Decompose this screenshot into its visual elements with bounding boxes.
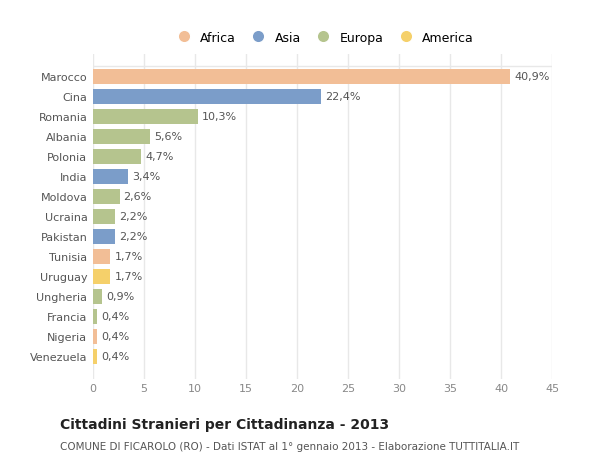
Bar [93,309,97,324]
Bar [93,349,97,364]
Text: 1,7%: 1,7% [115,272,143,282]
Bar [93,209,115,224]
Text: 3,4%: 3,4% [132,172,160,182]
Text: 1,7%: 1,7% [115,252,143,262]
Bar [93,169,128,185]
Text: COMUNE DI FICAROLO (RO) - Dati ISTAT al 1° gennaio 2013 - Elaborazione TUTTITALI: COMUNE DI FICAROLO (RO) - Dati ISTAT al … [60,441,519,451]
Bar [93,329,97,344]
Text: 2,6%: 2,6% [124,192,152,202]
Text: 40,9%: 40,9% [514,72,550,82]
Text: 0,4%: 0,4% [101,312,130,322]
Bar [93,70,510,85]
Text: 22,4%: 22,4% [326,92,361,102]
Text: 2,2%: 2,2% [119,232,148,242]
Text: 5,6%: 5,6% [154,132,182,142]
Bar [93,249,110,264]
Text: 0,4%: 0,4% [101,352,130,362]
Text: 0,4%: 0,4% [101,331,130,341]
Bar [93,269,110,284]
Text: 10,3%: 10,3% [202,112,237,122]
Text: 2,2%: 2,2% [119,212,148,222]
Bar [93,289,102,304]
Text: 0,9%: 0,9% [106,291,134,302]
Text: 4,7%: 4,7% [145,152,173,162]
Bar [93,110,198,125]
Bar [93,90,322,105]
Legend: Africa, Asia, Europa, America: Africa, Asia, Europa, America [169,29,476,47]
Bar [93,129,150,145]
Text: Cittadini Stranieri per Cittadinanza - 2013: Cittadini Stranieri per Cittadinanza - 2… [60,417,389,431]
Bar [93,150,141,164]
Bar [93,230,115,244]
Bar [93,190,119,204]
